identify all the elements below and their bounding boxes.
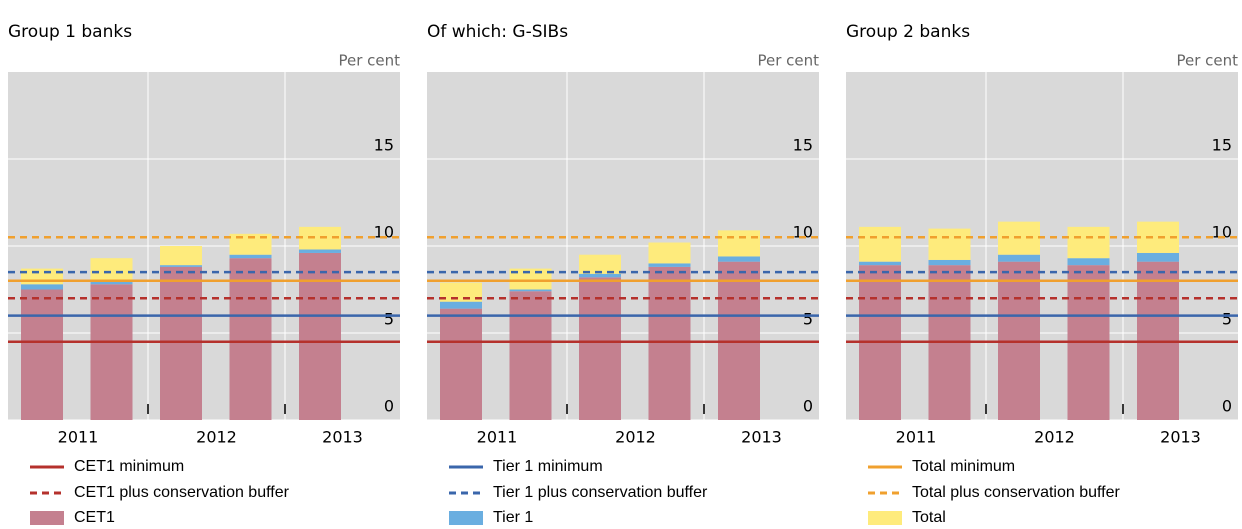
bar-segment	[229, 254, 272, 259]
legend-label: Total minimum	[912, 458, 1015, 475]
y-tick-label: 5	[803, 310, 813, 329]
x-tick-label: 2012	[1034, 428, 1075, 447]
x-tick-label: 2011	[58, 428, 99, 447]
bar-segment	[648, 263, 691, 267]
y-tick-label: 10	[374, 223, 394, 242]
legend-label: Total	[912, 509, 946, 526]
bar-segment	[718, 230, 760, 257]
legend-label: Tier 1 minimum	[493, 458, 603, 475]
bar-segment	[928, 259, 971, 266]
bar-segment	[648, 266, 691, 420]
legend-label: CET1 minimum	[74, 458, 184, 475]
bar-segment	[1067, 258, 1110, 266]
y-tick-label: 15	[374, 136, 394, 155]
bar-segment	[579, 254, 621, 274]
bar-segment	[229, 258, 272, 420]
legend-label: CET1	[74, 509, 115, 526]
bar-segment	[440, 282, 482, 302]
x-tick-label: 2013	[741, 428, 782, 447]
bar-segment	[509, 291, 552, 420]
y-tick-label: 10	[793, 223, 813, 242]
bar-segment	[1067, 226, 1110, 259]
y-tick-label: 15	[1212, 136, 1232, 155]
y-tick-label: 10	[1212, 223, 1232, 242]
bar-segment	[160, 266, 202, 420]
legend-label: Total plus conservation buffer	[912, 484, 1121, 501]
legend-label: CET1 plus conservation buffer	[74, 484, 290, 501]
bar-segment	[21, 284, 63, 290]
unit-label: Per cent	[757, 52, 819, 70]
x-tick-label: 2012	[196, 428, 237, 447]
bar-segment	[299, 249, 341, 253]
legend-swatch	[868, 511, 902, 525]
bar-segment	[859, 261, 901, 266]
bar-segment	[648, 242, 691, 264]
bar-segment	[998, 254, 1040, 262]
unit-label: Per cent	[338, 52, 400, 70]
y-tick-label: 5	[384, 310, 394, 329]
bar-segment	[440, 308, 482, 420]
y-tick-label: 5	[1222, 310, 1232, 329]
legend-swatch	[30, 511, 64, 525]
bar-segment	[90, 284, 133, 420]
panel-title: Group 1 banks	[8, 22, 132, 42]
bar-segment	[299, 252, 341, 420]
bar-segment	[160, 265, 202, 267]
x-tick-label: 2011	[477, 428, 518, 447]
bar-segment	[90, 280, 133, 285]
legend-swatch	[449, 511, 483, 525]
panel-title: Group 2 banks	[846, 22, 970, 42]
bar-segment	[509, 268, 552, 290]
x-tick-label: 2013	[322, 428, 363, 447]
y-tick-label: 15	[793, 136, 813, 155]
y-tick-label: 0	[384, 397, 394, 416]
bar-segment	[859, 226, 901, 262]
x-tick-label: 2013	[1160, 428, 1201, 447]
x-tick-label: 2011	[896, 428, 937, 447]
bar-segment	[509, 289, 552, 292]
bar-segment	[440, 301, 482, 309]
bar-segment	[928, 228, 971, 260]
bar-segment	[21, 289, 63, 420]
y-tick-label: 0	[803, 397, 813, 416]
y-tick-label: 0	[1222, 397, 1232, 416]
bar-segment	[579, 273, 621, 278]
bar-segment	[90, 258, 133, 281]
bar-segment	[579, 277, 621, 420]
legend-label: Tier 1	[493, 509, 533, 526]
bar-segment	[1137, 252, 1179, 262]
panel-title: Of which: G-SIBs	[427, 22, 568, 42]
legend-label: Tier 1 plus conservation buffer	[493, 484, 708, 501]
bar-segment	[229, 233, 272, 255]
unit-label: Per cent	[1176, 52, 1238, 70]
bar-segment	[718, 256, 760, 262]
x-tick-label: 2012	[615, 428, 656, 447]
bar-segment	[160, 246, 202, 266]
